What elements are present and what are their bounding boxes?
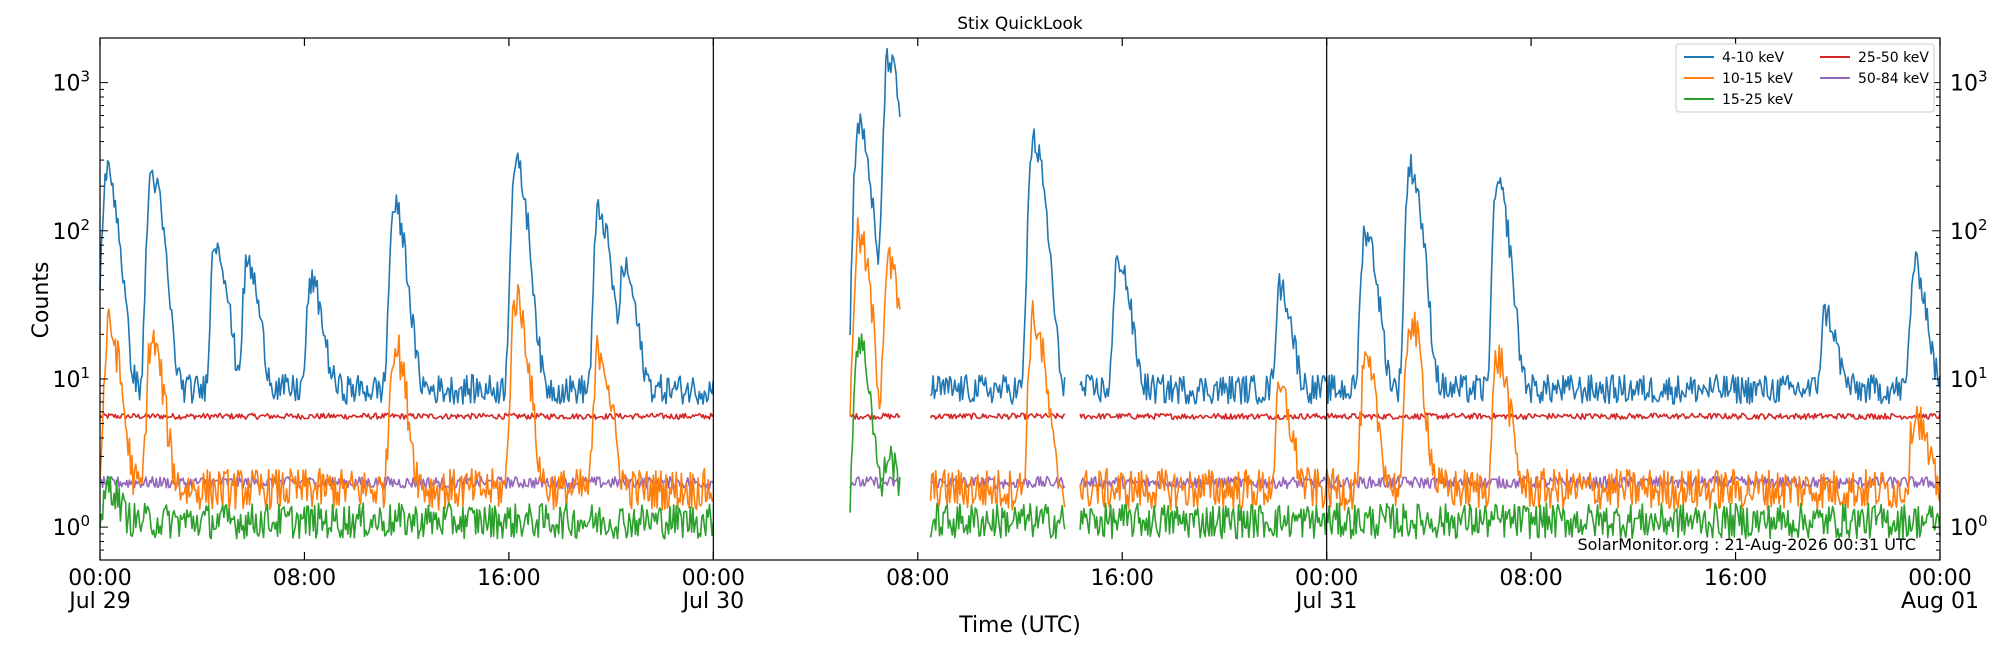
legend-label: 25-50 keV: [1858, 50, 1929, 66]
y-tick-label-right: 100: [1950, 512, 1988, 541]
x-tick-date-label: Jul 30: [681, 589, 745, 614]
y-tick-label-right: 103: [1950, 68, 1988, 97]
x-tick-date-label: Aug 01: [1901, 589, 1979, 614]
chart-title: Stix QuickLook: [957, 14, 1083, 34]
x-tick-label: 00:00: [1295, 566, 1358, 591]
y-tick-label-right: 101: [1950, 364, 1988, 393]
x-tick-date-label: Jul 31: [1294, 589, 1358, 614]
y-tick-label: 101: [52, 364, 90, 393]
y-axis-ticks: 100 100 101 101 102 102 103 103: [52, 37, 1988, 561]
x-tick-label: 16:00: [1091, 566, 1154, 591]
series-line-50-84-kev: [99, 475, 1941, 490]
legend-label: 10-15 keV: [1722, 71, 1793, 87]
legend-box: [1675, 43, 1935, 113]
plot-frame: [99, 37, 1941, 561]
x-axis-label: Time (UTC): [958, 613, 1081, 638]
footer-credit: SolarMonitor.org : 21-Aug-2026 00:31 UTC: [1577, 535, 1916, 554]
x-tick-label: 08:00: [273, 566, 336, 591]
x-tick-label: 00:00: [1908, 566, 1971, 591]
series-line-4-10-kev: [99, 47, 1941, 405]
x-tick-label: 00:00: [682, 566, 745, 591]
x-tick-label: 08:00: [886, 566, 949, 591]
x-tick-date-label: Jul 29: [67, 589, 131, 614]
series-line-15-25-kev: [99, 333, 1941, 540]
legend-label: 15-25 keV: [1722, 92, 1793, 108]
legend: 4-10 keV 10-15 keV 15-25 keV 25-50 keV 50-84…: [1675, 43, 1935, 113]
y-tick-label: 100: [52, 512, 90, 541]
day-boundary-lines: [712, 38, 1328, 560]
x-tick-label: 16:00: [1704, 566, 1767, 591]
series-layer: [99, 47, 1941, 540]
series-line-10-15-kev: [99, 217, 1941, 511]
x-tick-label: 16:00: [477, 566, 540, 591]
y-tick-label: 102: [52, 216, 90, 245]
y-tick-label: 103: [52, 68, 90, 97]
y-axis-label: Counts: [29, 262, 54, 339]
legend-label: 4-10 keV: [1722, 50, 1784, 66]
legend-label: 50-84 keV: [1858, 71, 1929, 87]
series-line-25-50-kev: [99, 412, 1941, 420]
y-tick-label-right: 102: [1950, 216, 1988, 245]
x-tick-label: 08:00: [1499, 566, 1562, 591]
x-tick-label: 00:00: [68, 566, 131, 591]
